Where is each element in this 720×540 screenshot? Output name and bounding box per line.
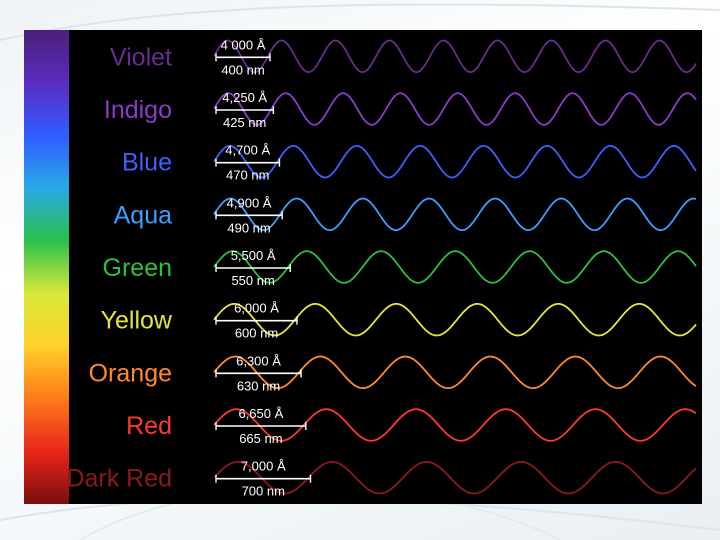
band-name-label: Yellow (101, 307, 173, 335)
band-orange: Orange 6,300 Å 630 nm (89, 353, 697, 393)
nanometer-label: 470 nm (226, 168, 269, 183)
nanometer-label: 550 nm (231, 273, 274, 288)
wave-line (213, 250, 697, 284)
wave-line (213, 144, 697, 179)
band-green: Green 5,500 Å 550 nm (103, 248, 697, 288)
band-name-label: Violet (110, 43, 172, 71)
spectrum-color-bar (24, 30, 69, 504)
band-violet: Violet 4 000 Å 400 nm (110, 37, 697, 77)
band-aqua: Aqua 4,900 Å 490 nm (114, 195, 697, 235)
angstrom-label: 6,650 Å (238, 406, 283, 421)
band-blue: Blue 4,700 Å 470 nm (122, 143, 697, 183)
angstrom-label: 4,250 Å (222, 90, 267, 105)
band-name-label: Aqua (114, 201, 172, 229)
angstrom-label: 4,700 Å (225, 143, 270, 158)
angstrom-label: 4,900 Å (227, 195, 272, 210)
nanometer-label: 490 nm (227, 220, 270, 235)
wave-line (213, 355, 697, 390)
nanometer-label: 600 nm (235, 326, 278, 341)
wave-line (213, 39, 697, 74)
band-name-label: Blue (122, 149, 172, 177)
spectrum-diagram: Violet 4 000 Å 400 nm Indigo 4,250 Å 425 nm Bl… (24, 30, 702, 504)
band-name-label: Red (126, 412, 172, 440)
wave-line (213, 408, 697, 442)
wavelength-diagram-canvas: Violet 4 000 Å 400 nm Indigo 4,250 Å 425 nm Bl… (24, 30, 697, 504)
band-dark-red: Dark Red 7,000 Å 700 nm (66, 459, 697, 499)
band-name-label: Indigo (104, 96, 172, 124)
angstrom-label: 6,300 Å (236, 353, 281, 368)
band-name-label: Orange (89, 359, 172, 387)
nanometer-label: 630 nm (237, 378, 280, 393)
nanometer-label: 400 nm (221, 62, 264, 77)
nanometer-label: 700 nm (242, 484, 285, 499)
wave-line (213, 92, 697, 126)
angstrom-label: 5,500 Å (231, 248, 276, 263)
band-name-label: Dark Red (66, 465, 172, 493)
angstrom-label: 7,000 Å (241, 459, 286, 474)
wave-line (213, 197, 697, 232)
angstrom-label: 4 000 Å (221, 37, 266, 52)
band-red: Red 6,650 Å 665 nm (126, 406, 697, 446)
band-indigo: Indigo 4,250 Å 425 nm (104, 90, 697, 130)
band-yellow: Yellow 6,000 Å 600 nm (101, 301, 697, 341)
wave-line (213, 460, 697, 495)
wave-line (213, 302, 697, 337)
band-name-label: Green (103, 254, 172, 282)
nanometer-label: 425 nm (223, 115, 266, 130)
angstrom-label: 6,000 Å (234, 301, 279, 316)
nanometer-label: 665 nm (239, 431, 282, 446)
